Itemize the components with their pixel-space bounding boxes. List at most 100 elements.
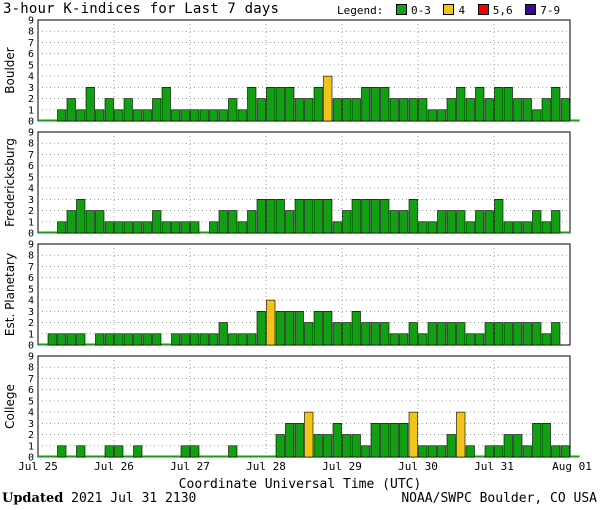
k-bar	[285, 210, 295, 234]
updated-value: 2021 Jul 31 2130	[71, 491, 197, 506]
k-bar	[437, 109, 447, 122]
k-bar	[190, 333, 200, 346]
k-bar	[560, 98, 570, 122]
k-bar	[551, 210, 561, 234]
k-bar	[218, 109, 228, 122]
y-tick-label: 7	[28, 262, 34, 273]
y-tick-label: 8	[28, 251, 34, 262]
k-bar	[427, 109, 437, 122]
k-bar	[332, 221, 342, 234]
y-tick-label: 6	[28, 49, 34, 60]
k-bar	[399, 333, 409, 346]
k-bar	[332, 98, 342, 122]
k-bar	[294, 311, 304, 346]
k-bar	[342, 434, 352, 458]
k-bar	[57, 445, 67, 458]
y-tick-label: 6	[28, 161, 34, 172]
k-bar	[142, 109, 152, 122]
x-tick-label: Jul 31	[474, 460, 514, 473]
k-bar	[114, 109, 124, 122]
station-label: Est. Planetary	[3, 253, 17, 336]
legend-swatch-storm	[477, 4, 489, 15]
k-bar	[247, 87, 257, 122]
k-bar	[294, 423, 304, 458]
k-bar	[133, 333, 143, 346]
y-tick-label: 1	[28, 329, 34, 340]
k-bar	[370, 322, 380, 346]
k-bar	[332, 322, 342, 346]
k-bar	[171, 109, 181, 122]
k-bar	[427, 322, 437, 346]
k-bar	[266, 299, 276, 346]
y-tick-label: 9	[28, 16, 34, 27]
k-bar	[541, 98, 551, 122]
k-bar	[190, 221, 200, 234]
y-tick-label: 0	[28, 229, 34, 240]
y-tick-label: 6	[28, 385, 34, 396]
k-bar	[389, 98, 399, 122]
k-bar	[361, 322, 371, 346]
k-bar	[285, 311, 295, 346]
k-bar	[133, 445, 143, 458]
k-bar	[294, 98, 304, 122]
k-bar	[66, 210, 76, 234]
k-bar	[161, 87, 171, 122]
k-bar	[446, 98, 456, 122]
k-bar	[285, 423, 295, 458]
y-tick-label: 0	[28, 341, 34, 352]
legend-swatch-severe	[525, 4, 537, 15]
k-bar	[541, 423, 551, 458]
k-bar	[532, 322, 542, 346]
y-tick-label: 3	[28, 83, 34, 94]
y-tick-label: 4	[28, 184, 34, 195]
k-bar	[313, 199, 323, 234]
k-bar	[399, 98, 409, 122]
k-bar	[437, 322, 447, 346]
k-bar	[180, 333, 190, 346]
k-bar	[446, 322, 456, 346]
legend-item-severe: 7-9	[525, 4, 560, 17]
k-bar	[351, 98, 361, 122]
y-tick-label: 5	[28, 60, 34, 71]
k-bar	[361, 199, 371, 234]
k-bar	[408, 98, 418, 122]
k-bar	[503, 221, 513, 234]
k-bar	[275, 199, 285, 234]
k-bar	[57, 221, 67, 234]
k-bar	[427, 445, 437, 458]
k-bar	[104, 445, 114, 458]
legend: Legend: 0-3 4 5,6 7-9	[337, 4, 560, 17]
k-bar	[380, 322, 390, 346]
k-bar	[199, 333, 209, 346]
k-bar	[266, 87, 276, 122]
k-bar	[418, 445, 428, 458]
k-bar	[209, 221, 219, 234]
k-bar	[475, 333, 485, 346]
k-bar	[199, 109, 209, 122]
k-bar	[408, 411, 418, 458]
k-bar	[513, 221, 523, 234]
k-bar	[123, 98, 133, 122]
k-bar	[532, 109, 542, 122]
k-bar	[256, 311, 266, 346]
k-bar	[313, 434, 323, 458]
legend-text-active: 4	[458, 4, 466, 17]
k-bar	[456, 322, 466, 346]
y-tick-label: 5	[28, 172, 34, 183]
y-tick-label: 9	[28, 128, 34, 139]
k-bar	[361, 87, 371, 122]
k-bar	[513, 322, 523, 346]
k-bar	[389, 423, 399, 458]
x-tick-label: Jul 27	[170, 460, 210, 473]
k-bar	[304, 322, 314, 346]
k-bar	[494, 445, 504, 458]
y-tick-label: 4	[28, 72, 34, 83]
k-bar	[389, 333, 399, 346]
k-bar	[285, 87, 295, 122]
x-tick-label: Jul 25	[18, 460, 58, 473]
k-bar	[399, 423, 409, 458]
legend-item-active: 4	[443, 4, 465, 17]
k-bar	[237, 109, 247, 122]
k-bar	[437, 445, 447, 458]
